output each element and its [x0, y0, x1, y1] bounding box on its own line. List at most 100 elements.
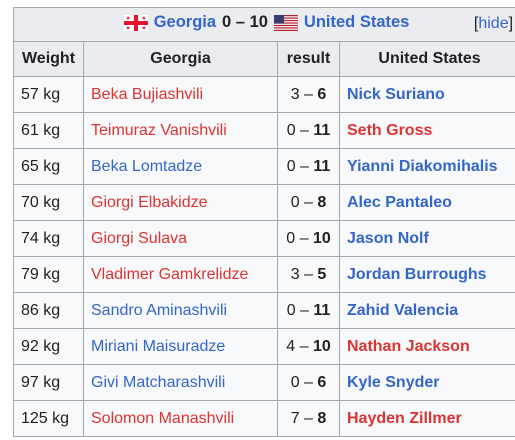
georgia-wrestler-cell: Beka Bujiashvili [83, 76, 278, 113]
score-separator: – [295, 229, 313, 247]
match-results-table: Georgia 0 – 10 [13, 7, 515, 437]
score-left: 3 [290, 265, 300, 283]
usa-wrestler-link[interactable]: Seth Gross [347, 121, 433, 139]
usa-wrestler-link[interactable]: Jordan Burroughs [347, 265, 487, 283]
usa-wrestler-link[interactable]: Nick Suriano [347, 85, 445, 103]
team-right-link[interactable]: United States [303, 13, 410, 32]
georgia-wrestler-cell: Giorgi Sulava [83, 220, 278, 257]
georgia-wrestler-cell: Giorgi Elbakidze [83, 184, 278, 221]
weight-cell: 79 kg [13, 256, 84, 293]
usa-wrestler-link[interactable]: Hayden Zillmer [347, 409, 462, 427]
score-separator: – [295, 157, 314, 175]
table-row: 86 kg Sandro Aminashvili 0 – 11 Zahid Valen… [13, 292, 515, 329]
score-right: 11 [313, 157, 331, 175]
column-header-weight: Weight [13, 41, 84, 77]
result-cell: 0 – 11 [277, 148, 340, 185]
georgia-wrestler-link[interactable]: Giorgi Sulava [91, 229, 188, 247]
table-row: 57 kg Beka Bujiashvili 3 – 6 Nick Suriano [13, 76, 515, 113]
weight-cell: 74 kg [13, 220, 84, 257]
weight-cell: 70 kg [13, 184, 84, 221]
usa-wrestler-cell: Alec Pantaleo [338, 184, 515, 221]
weight-cell: 65 kg [13, 148, 84, 185]
usa-wrestler-cell: Seth Gross [338, 112, 515, 149]
usa-wrestler-link[interactable]: Nathan Jackson [347, 337, 470, 355]
score-left: 4 [286, 337, 296, 355]
usa-wrestler-cell: Nathan Jackson [338, 328, 515, 365]
score-right: 11 [313, 121, 331, 139]
score-separator: – [299, 85, 318, 103]
georgia-wrestler-link[interactable]: Beka Lomtadze [91, 157, 203, 175]
score-left: 7 [290, 409, 300, 427]
table-row: 92 kg Miriani Maisuradze 4 – 10 Nathan Jack… [13, 328, 515, 365]
score-left: 0 [286, 301, 296, 319]
georgia-wrestler-link[interactable]: Sandro Aminashvili [91, 301, 228, 319]
hide-bracket-close: ] [508, 15, 514, 32]
result-cell: 3 – 5 [277, 256, 340, 293]
overall-score: 0 – 10 [222, 13, 268, 32]
usa-wrestler-cell: Kyle Snyder [338, 364, 515, 401]
usa-wrestler-link[interactable]: Kyle Snyder [347, 373, 440, 391]
score-separator: – [295, 337, 313, 355]
table-row: 65 kg Beka Lomtadze 0 – 11 Yianni Diakomiha… [13, 148, 515, 185]
match-title: Georgia 0 – 10 [123, 13, 410, 32]
team-left-link[interactable]: Georgia [153, 13, 217, 32]
georgia-flag-icon [123, 14, 148, 31]
georgia-wrestler-cell: Givi Matcharashvili [83, 364, 278, 401]
usa-wrestler-link[interactable]: Alec Pantaleo [347, 193, 452, 211]
georgia-wrestler-link[interactable]: Solomon Manashvili [91, 409, 235, 427]
score-right: 11 [313, 301, 331, 319]
result-cell: 0 – 11 [277, 292, 340, 329]
hide-link[interactable]: hide [478, 15, 509, 32]
georgia-wrestler-link[interactable]: Vladimer Gamkrelidze [91, 265, 249, 283]
column-header-row: Weight Georgia result United States [13, 41, 515, 77]
score-left: 0 [290, 193, 300, 211]
hide-bracket-open: [ [473, 15, 479, 32]
usa-wrestler-cell: Zahid Valencia [338, 292, 515, 329]
score-separator: – [299, 265, 318, 283]
usa-wrestler-link[interactable]: Zahid Valencia [347, 301, 459, 319]
score-right: 10 [312, 337, 331, 355]
table-title-bar: Georgia 0 – 10 [13, 7, 515, 42]
score-right: 6 [317, 85, 327, 103]
table-row: 79 kg Vladimer Gamkrelidze 3 – 5 Jordan Bur… [13, 256, 515, 293]
score-separator: – [295, 301, 314, 319]
score-right: 8 [317, 193, 327, 211]
result-cell: 3 – 6 [277, 76, 340, 113]
score-separator: – [299, 193, 318, 211]
usa-wrestler-cell: Jason Nolf [338, 220, 515, 257]
georgia-wrestler-cell: Solomon Manashvili [83, 400, 278, 437]
score-left: 0 [286, 157, 296, 175]
usa-wrestler-cell: Yianni Diakomihalis [338, 148, 515, 185]
weight-cell: 61 kg [13, 112, 84, 149]
usa-wrestler-cell: Jordan Burroughs [338, 256, 515, 293]
usa-wrestler-link[interactable]: Jason Nolf [347, 229, 429, 247]
usa-flag-icon [273, 14, 298, 31]
score-separator: – [295, 121, 314, 139]
result-cell: 0 – 6 [277, 364, 340, 401]
georgia-wrestler-cell: Beka Lomtadze [83, 148, 278, 185]
weight-cell: 57 kg [13, 76, 84, 113]
usa-wrestler-link[interactable]: Yianni Diakomihalis [347, 157, 498, 175]
weight-cell: 92 kg [13, 328, 84, 365]
results-table-wrapper: Georgia 0 – 10 [13, 7, 515, 440]
weight-cell: 86 kg [13, 292, 84, 329]
score-right: 10 [312, 229, 331, 247]
result-cell: 4 – 10 [277, 328, 340, 365]
georgia-wrestler-link[interactable]: Beka Bujiashvili [91, 85, 204, 103]
score-left: 0 [290, 373, 300, 391]
result-cell: 7 – 8 [277, 400, 340, 437]
georgia-wrestler-link[interactable]: Teimuraz Vanishvili [91, 121, 227, 139]
score-separator: – [299, 373, 318, 391]
usa-wrestler-cell: Hayden Zillmer [338, 400, 515, 437]
score-separator: – [299, 409, 318, 427]
table-row: 70 kg Giorgi Elbakidze 0 – 8 Alec Pantaleo [13, 184, 515, 221]
georgia-wrestler-cell: Sandro Aminashvili [83, 292, 278, 329]
table-body: 57 kg Beka Bujiashvili 3 – 6 Nick Suriano 61… [13, 76, 515, 437]
georgia-wrestler-link[interactable]: Givi Matcharashvili [91, 373, 226, 391]
table-row: 125 kg Solomon Manashvili 7 – 8 Hayden Zill… [13, 400, 515, 437]
georgia-wrestler-link[interactable]: Miriani Maisuradze [91, 337, 226, 355]
georgia-wrestler-link[interactable]: Giorgi Elbakidze [91, 193, 208, 211]
hide-toggle: [hide] [474, 15, 513, 33]
score-left: 3 [290, 85, 300, 103]
column-header-result: result [277, 41, 340, 77]
